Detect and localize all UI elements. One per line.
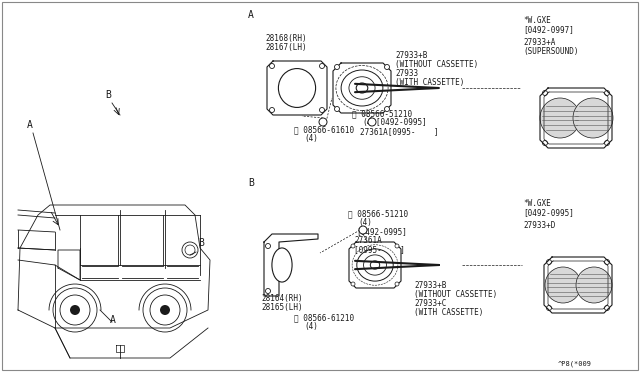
Circle shape: [545, 267, 581, 303]
Text: (4): (4): [304, 322, 318, 331]
Circle shape: [70, 305, 80, 315]
Text: 27933+B: 27933+B: [395, 51, 428, 60]
Circle shape: [319, 64, 324, 68]
Text: A: A: [27, 120, 33, 130]
Circle shape: [351, 282, 355, 286]
Ellipse shape: [357, 249, 393, 281]
Circle shape: [605, 260, 609, 264]
Circle shape: [266, 244, 271, 248]
Circle shape: [547, 305, 552, 311]
Text: [0492-0995]: [0492-0995]: [523, 208, 574, 217]
Text: [0492-0995]: [0492-0995]: [356, 227, 407, 236]
Text: S: S: [370, 120, 374, 125]
Text: (WITHOUT CASSETTE): (WITHOUT CASSETTE): [414, 290, 497, 299]
Text: 27933: 27933: [395, 69, 418, 78]
Circle shape: [605, 141, 609, 145]
Circle shape: [547, 260, 552, 264]
Text: 27361A[0995-    ]: 27361A[0995- ]: [360, 127, 438, 136]
Text: 27933+A: 27933+A: [523, 38, 556, 47]
Text: 28164(RH): 28164(RH): [261, 294, 303, 303]
Circle shape: [573, 98, 613, 138]
Text: Ⓢ 08566-61210: Ⓢ 08566-61210: [294, 313, 354, 322]
Circle shape: [335, 64, 339, 70]
Circle shape: [605, 90, 609, 96]
Text: A: A: [110, 315, 116, 325]
Text: A: A: [248, 10, 254, 20]
Circle shape: [395, 282, 399, 286]
Text: (WITH CASSETTE): (WITH CASSETTE): [414, 308, 483, 317]
Circle shape: [335, 106, 339, 112]
Text: (WITHOUT CASSETTE): (WITHOUT CASSETTE): [395, 60, 478, 69]
Text: ^P8(*009: ^P8(*009: [558, 360, 592, 367]
Text: (4)[0492-0995]: (4)[0492-0995]: [362, 118, 427, 127]
Text: 28167(LH): 28167(LH): [265, 43, 307, 52]
Circle shape: [351, 244, 355, 248]
Ellipse shape: [349, 77, 375, 99]
Circle shape: [269, 108, 275, 112]
Ellipse shape: [278, 68, 316, 108]
Circle shape: [269, 64, 275, 68]
Text: B: B: [198, 238, 204, 248]
Text: 28165(LH): 28165(LH): [261, 303, 303, 312]
Text: Ⓢ 08566-51210: Ⓢ 08566-51210: [352, 109, 412, 118]
Text: 27361A: 27361A: [354, 236, 381, 245]
Ellipse shape: [356, 83, 368, 93]
Circle shape: [319, 118, 327, 126]
Circle shape: [385, 64, 390, 70]
Text: [0995-    ]: [0995- ]: [354, 245, 405, 254]
Text: *W.GXE: *W.GXE: [523, 16, 551, 25]
Text: 27933+D: 27933+D: [523, 221, 556, 230]
Circle shape: [143, 288, 187, 332]
Circle shape: [53, 288, 97, 332]
Text: S: S: [361, 228, 365, 233]
Text: B: B: [248, 178, 254, 188]
Circle shape: [319, 108, 324, 112]
Text: 27933+C: 27933+C: [414, 299, 446, 308]
Circle shape: [576, 267, 612, 303]
Text: (4): (4): [358, 218, 372, 227]
Ellipse shape: [272, 248, 292, 282]
Circle shape: [385, 106, 390, 112]
Circle shape: [543, 141, 547, 145]
Text: B: B: [105, 90, 111, 100]
Ellipse shape: [371, 261, 380, 269]
Circle shape: [368, 118, 376, 126]
Ellipse shape: [364, 255, 387, 275]
Circle shape: [395, 244, 399, 248]
Circle shape: [543, 90, 547, 96]
Text: Ⓢ 08566-51210: Ⓢ 08566-51210: [348, 209, 408, 218]
Text: [0492-0997]: [0492-0997]: [523, 25, 574, 34]
Text: 27933+B: 27933+B: [414, 281, 446, 290]
Circle shape: [359, 226, 367, 234]
Text: (4): (4): [304, 134, 318, 143]
Circle shape: [266, 289, 271, 294]
Ellipse shape: [341, 70, 383, 106]
Text: (SUPERSOUND): (SUPERSOUND): [523, 47, 579, 56]
Text: 28168(RH): 28168(RH): [265, 34, 307, 43]
Text: (WITH CASSETTE): (WITH CASSETTE): [395, 78, 465, 87]
Circle shape: [160, 305, 170, 315]
Text: S: S: [321, 120, 324, 125]
Text: Ⓢ 08566-61610: Ⓢ 08566-61610: [294, 125, 354, 134]
Circle shape: [605, 305, 609, 311]
Circle shape: [540, 98, 580, 138]
Text: *W.GXE: *W.GXE: [523, 199, 551, 208]
